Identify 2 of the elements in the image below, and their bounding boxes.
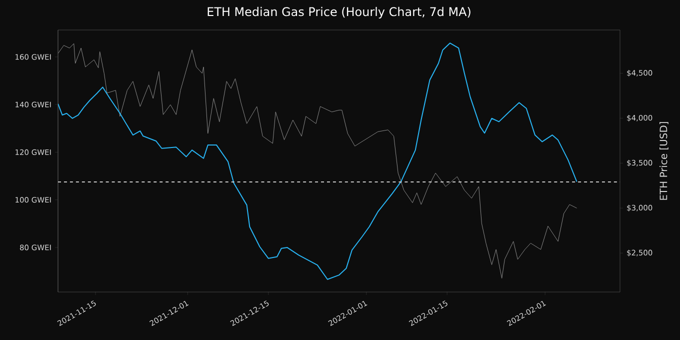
- y2-axis-title: ETH Price [USD]: [660, 122, 668, 200]
- chart-title: ETH Median Gas Price (Hourly Chart, 7d MA): [208, 6, 470, 18]
